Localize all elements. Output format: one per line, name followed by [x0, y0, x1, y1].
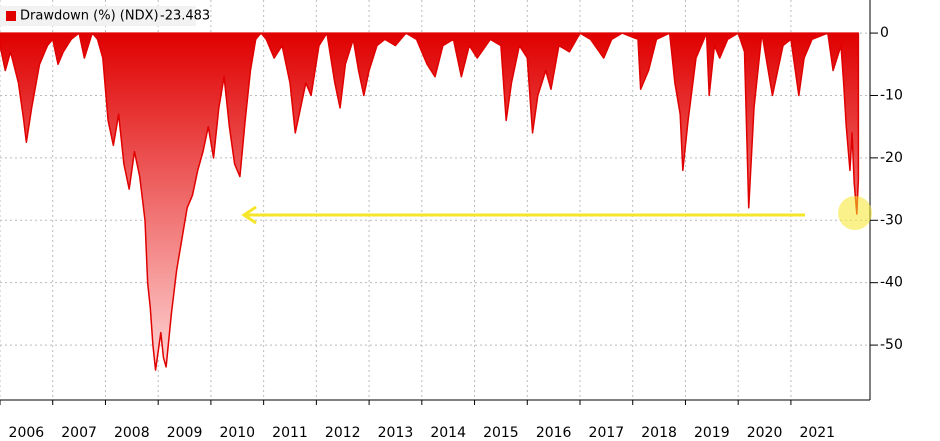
y-tick-label: -10 — [880, 87, 903, 103]
x-tick-label: 2011 — [272, 425, 308, 441]
y-tick-label: -40 — [880, 275, 903, 291]
legend-box — [0, 6, 196, 26]
x-tick-label: 2013 — [378, 425, 414, 441]
legend-last-value: -23.483 — [160, 9, 210, 24]
x-tick-label: 2020 — [747, 425, 783, 441]
legend-swatch — [6, 11, 16, 21]
arrow-head — [241, 205, 257, 225]
x-tick-label: 2006 — [9, 425, 45, 441]
x-tick-label: 2014 — [430, 425, 466, 441]
x-tick-label: 2017 — [589, 425, 625, 441]
x-tick-label: 2019 — [694, 425, 730, 441]
x-tick-label: 2007 — [61, 425, 97, 441]
plot — [0, 32, 860, 371]
x-tick-label: 2012 — [325, 425, 361, 441]
highlight-circle — [838, 196, 872, 230]
x-tick-label: 2015 — [483, 425, 519, 441]
legend-label: Drawdown (%) (NDX) — [20, 9, 159, 24]
y-tick-label: -30 — [880, 212, 903, 228]
x-tick-label: 2009 — [167, 425, 203, 441]
x-tick-label: 2010 — [219, 425, 255, 441]
x-tick-label: 2021 — [799, 425, 835, 441]
y-tick-label: -50 — [880, 337, 903, 353]
y-tick-label: 0 — [880, 25, 889, 41]
x-tick-label: 2008 — [114, 425, 150, 441]
y-tick-label: -20 — [880, 150, 903, 166]
area — [0, 32, 860, 371]
x-tick-label: 2018 — [641, 425, 677, 441]
x-tick-label: 2016 — [536, 425, 572, 441]
